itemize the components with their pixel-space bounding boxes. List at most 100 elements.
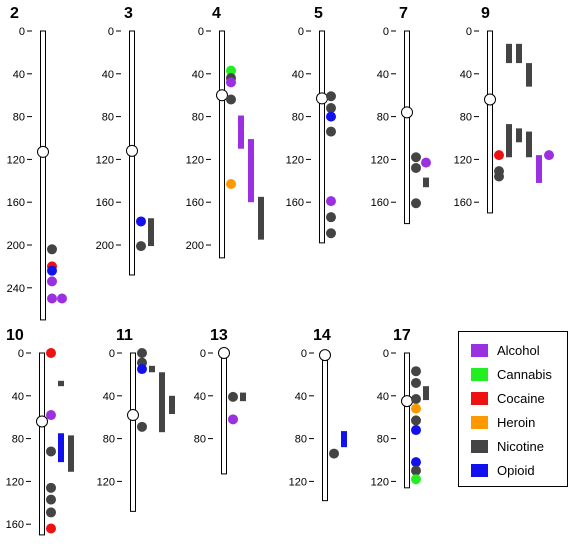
axis-tick-label: 120 xyxy=(96,154,114,166)
axis-tick-label: 120 xyxy=(289,476,307,488)
chromosome-label: 11 xyxy=(116,327,133,344)
qtl-bar-nicotine xyxy=(516,43,522,64)
legend-swatch-cocaine xyxy=(471,391,488,405)
chromosome-label: 7 xyxy=(399,5,408,22)
qtl-bar-nicotine xyxy=(506,124,512,158)
locus-dot-alcohol xyxy=(226,77,236,88)
qtl-bar-alcohol xyxy=(248,139,254,203)
axis-tick-label: 80 xyxy=(194,434,206,446)
centromere-marker xyxy=(484,93,496,106)
chromosome-label: 3 xyxy=(124,5,133,22)
locus-dot-opioid xyxy=(47,265,57,276)
chromosome-panel-4: 40 40 80 120 160 200 xyxy=(186,5,264,259)
axis-tick-label: 80 xyxy=(13,112,25,124)
locus-dot-nicotine xyxy=(326,91,336,102)
locus-dot-nicotine xyxy=(326,103,336,114)
chromosome-label: 2 xyxy=(10,5,19,22)
chromosome-panel-3: 30 40 80 120 160 200 xyxy=(96,5,154,276)
axis-tick-label: 80 xyxy=(460,112,472,124)
axis-tick-label: 0 xyxy=(200,348,206,360)
legend-swatch-nicotine xyxy=(471,439,488,453)
qtl-bar-nicotine xyxy=(506,43,512,64)
axis-tick-label: 40 xyxy=(377,69,389,81)
locus-dot-nicotine xyxy=(226,94,236,105)
axis-tick-label: 0 xyxy=(383,26,389,38)
chromosome-panel-5: 50 40 80 120 160 xyxy=(286,5,336,244)
axis-tick-label: 40 xyxy=(194,391,206,403)
centromere-marker xyxy=(218,347,230,359)
locus-dot-nicotine xyxy=(411,465,421,476)
qtl-bar-nicotine xyxy=(423,386,429,401)
qtl-bar-nicotine xyxy=(516,128,522,143)
qtl-bar-nicotine xyxy=(258,196,264,240)
locus-dot-cocaine xyxy=(494,150,504,161)
legend-item-heroin: Heroin xyxy=(471,414,535,430)
chromosome-body xyxy=(319,30,325,244)
legend-swatch-heroin xyxy=(471,415,488,429)
axis-tick-label: 40 xyxy=(192,69,204,81)
legend-item-cocaine: Cocaine xyxy=(471,390,545,406)
axis-tick-label: 160 xyxy=(7,197,25,209)
locus-dot-nicotine xyxy=(46,494,56,505)
locus-dot-alcohol xyxy=(544,150,554,161)
locus-dot-alcohol xyxy=(47,276,57,287)
chromosome-body xyxy=(322,352,328,502)
chromosome-body xyxy=(130,352,136,512)
legend-box: Alcohol Cannabis Cocaine Heroin Nicotine… xyxy=(458,331,568,487)
qtl-bar-nicotine xyxy=(58,380,64,387)
axis-tick-label: 40 xyxy=(13,69,25,81)
axis-tick-label: 80 xyxy=(377,434,389,446)
chromosome-body xyxy=(404,352,410,489)
locus-dot-alcohol xyxy=(326,196,336,207)
locus-dot-nicotine xyxy=(494,171,504,182)
axis-tick-label: 40 xyxy=(292,69,304,81)
chromosome-label: 9 xyxy=(481,5,490,22)
chromosome-panel-10: 10 0 40 80 120 160 xyxy=(6,327,74,536)
chromosome-panel-7: 70 40 80 120 160 xyxy=(371,5,431,225)
qtl-bar-nicotine xyxy=(149,365,155,373)
locus-dot-alcohol xyxy=(57,293,67,304)
chromosome-panel-14: 14 0 40 80 120 xyxy=(289,327,347,502)
locus-dot-nicotine xyxy=(137,421,147,432)
locus-dot-alcohol xyxy=(421,157,431,168)
axis-tick-label: 120 xyxy=(371,154,389,166)
locus-dot-alcohol xyxy=(228,414,238,425)
axis-tick-label: 120 xyxy=(454,154,472,166)
qtl-bar-alcohol xyxy=(238,115,244,149)
axis-tick-label: 40 xyxy=(377,391,389,403)
locus-dot-nicotine xyxy=(137,348,147,358)
axis-tick-label: 0 xyxy=(19,26,25,38)
chromosome-panel-17: 17 0 40 80 120 xyxy=(371,327,429,488)
legend-label-nicotine: Nicotine xyxy=(497,438,544,454)
locus-dot-nicotine xyxy=(326,212,336,223)
axis-tick-label: 160 xyxy=(454,197,472,209)
qtl-bar-nicotine xyxy=(159,372,165,433)
qtl-bar-nicotine xyxy=(68,435,74,472)
legend-item-alcohol: Alcohol xyxy=(471,342,540,358)
chromosome-panel-9: 90 40 80 120 160 xyxy=(454,5,554,214)
legend-swatch-alcohol xyxy=(471,343,488,357)
centromere-marker xyxy=(316,92,328,105)
locus-dot-nicotine xyxy=(411,377,421,388)
chromosome-label: 17 xyxy=(393,327,411,344)
axis-tick-label: 0 xyxy=(109,348,115,360)
locus-dot-opioid xyxy=(137,364,147,375)
axis-tick-label: 80 xyxy=(377,112,389,124)
legend-label-heroin: Heroin xyxy=(497,414,536,430)
chromosome-label: 10 xyxy=(6,327,24,344)
locus-dot-nicotine xyxy=(46,507,56,518)
qtl-bar-nicotine xyxy=(240,392,246,402)
locus-dot-nicotine xyxy=(326,126,336,137)
centromere-marker xyxy=(401,395,413,408)
locus-dot-nicotine xyxy=(411,152,421,163)
legend-label-alcohol: Alcohol xyxy=(497,342,540,358)
locus-dot-heroin xyxy=(226,179,236,190)
axis-tick-label: 120 xyxy=(371,476,389,488)
axis-tick-label: 200 xyxy=(7,240,25,252)
locus-dot-nicotine xyxy=(136,241,146,252)
locus-dot-nicotine xyxy=(46,482,56,493)
locus-dot-nicotine xyxy=(228,391,238,402)
chromosome-panel-13: 13 0 40 80 xyxy=(194,327,246,475)
centromere-marker xyxy=(319,349,331,362)
locus-dot-heroin xyxy=(411,403,421,414)
